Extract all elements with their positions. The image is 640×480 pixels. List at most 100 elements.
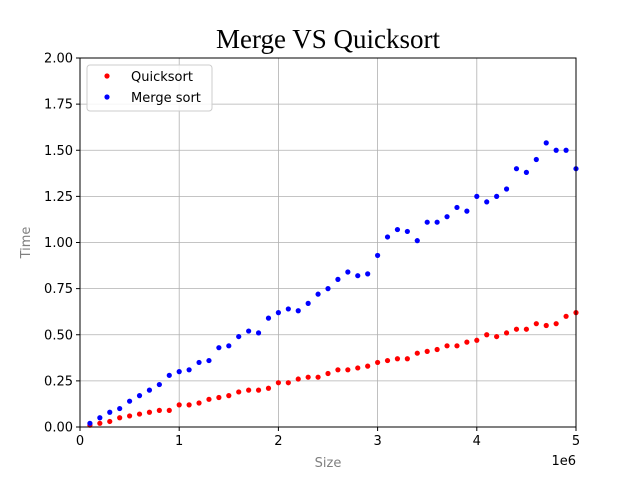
point-merge-sort: [434, 219, 440, 225]
x-offset-label: 1e6: [551, 454, 576, 469]
y-tick-label: 0.50: [44, 328, 73, 343]
point-quicksort: [503, 330, 510, 336]
point-quicksort: [543, 322, 549, 329]
axis-ticks: 0 1 2 3 4 5 0.00 0.25 0.50 0.75 1.00 1.25 1.50 1.75 2.…: [44, 52, 580, 450]
point-quicksort: [285, 380, 291, 386]
point-merge-sort: [523, 169, 530, 175]
x-axis-label: Size: [315, 456, 342, 471]
point-merge-sort: [424, 219, 430, 225]
y-tick-label: 0.25: [44, 374, 73, 389]
point-quicksort: [355, 365, 361, 371]
point-merge-sort: [494, 193, 500, 199]
point-merge-sort: [345, 269, 351, 275]
point-merge-sort: [216, 345, 222, 351]
y-axis-label: Time: [19, 227, 34, 260]
data-points: [87, 140, 579, 428]
point-quicksort: [156, 407, 162, 413]
point-quicksort: [166, 407, 172, 413]
point-merge-sort: [454, 204, 460, 211]
point-merge-sort: [156, 381, 162, 388]
point-merge-sort: [533, 156, 539, 163]
point-quicksort: [335, 367, 341, 373]
point-quicksort: [236, 389, 242, 395]
point-quicksort: [226, 393, 232, 399]
point-quicksort: [246, 387, 252, 393]
point-quicksort: [295, 376, 301, 382]
point-merge-sort: [265, 315, 272, 321]
y-tick-label: 0.00: [44, 421, 73, 436]
point-quicksort: [345, 367, 351, 373]
point-quicksort: [196, 400, 202, 406]
legend-box: [86, 64, 213, 112]
point-quicksort: [186, 402, 192, 408]
point-quicksort: [464, 339, 470, 345]
y-tick-label: 2.00: [44, 52, 73, 67]
point-merge-sort: [196, 359, 202, 366]
point-quicksort: [136, 411, 143, 417]
point-quicksort: [216, 394, 222, 401]
point-merge-sort: [553, 147, 559, 153]
point-quicksort: [275, 380, 281, 386]
point-quicksort: [404, 356, 410, 362]
point-merge-sort: [474, 193, 480, 199]
point-merge-sort: [484, 199, 490, 205]
point-quicksort: [484, 332, 490, 338]
point-merge-sort: [107, 409, 113, 415]
point-merge-sort: [503, 186, 510, 192]
point-merge-sort: [87, 420, 93, 426]
point-quicksort: [513, 326, 520, 332]
point-merge-sort: [394, 226, 401, 233]
point-merge-sort: [285, 306, 291, 312]
chart-title: Merge VS Quicksort: [216, 24, 440, 54]
y-tick-label: 1.75: [44, 98, 73, 113]
point-quicksort: [494, 333, 500, 340]
point-merge-sort: [127, 398, 133, 404]
point-quicksort: [424, 348, 430, 354]
point-merge-sort: [117, 405, 123, 412]
point-quicksort: [454, 343, 460, 349]
x-tick-label: 2: [274, 434, 282, 449]
point-merge-sort: [355, 273, 361, 279]
point-merge-sort: [166, 372, 172, 378]
point-merge-sort: [375, 252, 381, 259]
point-quicksort: [434, 346, 440, 353]
legend-label-quicksort: Quicksort: [131, 70, 193, 85]
point-merge-sort: [206, 357, 212, 364]
point-merge-sort: [226, 343, 232, 349]
x-tick-label: 5: [572, 434, 580, 449]
series-quicksort: [87, 310, 579, 428]
point-merge-sort: [464, 208, 470, 214]
y-tick-label: 1.25: [44, 190, 73, 205]
point-quicksort: [394, 356, 401, 362]
point-merge-sort: [315, 291, 321, 297]
x-tick-label: 0: [76, 434, 84, 449]
point-quicksort: [265, 385, 272, 391]
point-merge-sort: [325, 286, 331, 292]
legend-label-merge-sort: Merge sort: [131, 91, 201, 106]
point-merge-sort: [146, 387, 153, 393]
point-merge-sort: [136, 393, 143, 399]
point-merge-sort: [404, 228, 410, 235]
point-quicksort: [444, 343, 450, 349]
point-merge-sort: [275, 310, 281, 316]
point-merge-sort: [563, 147, 569, 153]
point-quicksort: [305, 374, 311, 380]
point-merge-sort: [295, 308, 301, 314]
point-quicksort: [127, 413, 133, 419]
point-quicksort: [107, 418, 113, 425]
point-merge-sort: [384, 234, 391, 240]
point-quicksort: [414, 350, 420, 356]
x-tick-label: 4: [473, 434, 481, 449]
point-quicksort: [474, 337, 480, 343]
point-quicksort: [384, 357, 391, 364]
point-quicksort: [325, 370, 331, 377]
point-merge-sort: [186, 367, 192, 373]
legend: Quicksort Merge sort: [86, 64, 213, 112]
point-quicksort: [146, 409, 153, 415]
point-quicksort: [523, 326, 530, 332]
point-merge-sort: [97, 415, 103, 421]
point-quicksort: [553, 321, 559, 327]
legend-marker-merge-sort: [104, 94, 110, 100]
point-merge-sort: [255, 330, 262, 336]
